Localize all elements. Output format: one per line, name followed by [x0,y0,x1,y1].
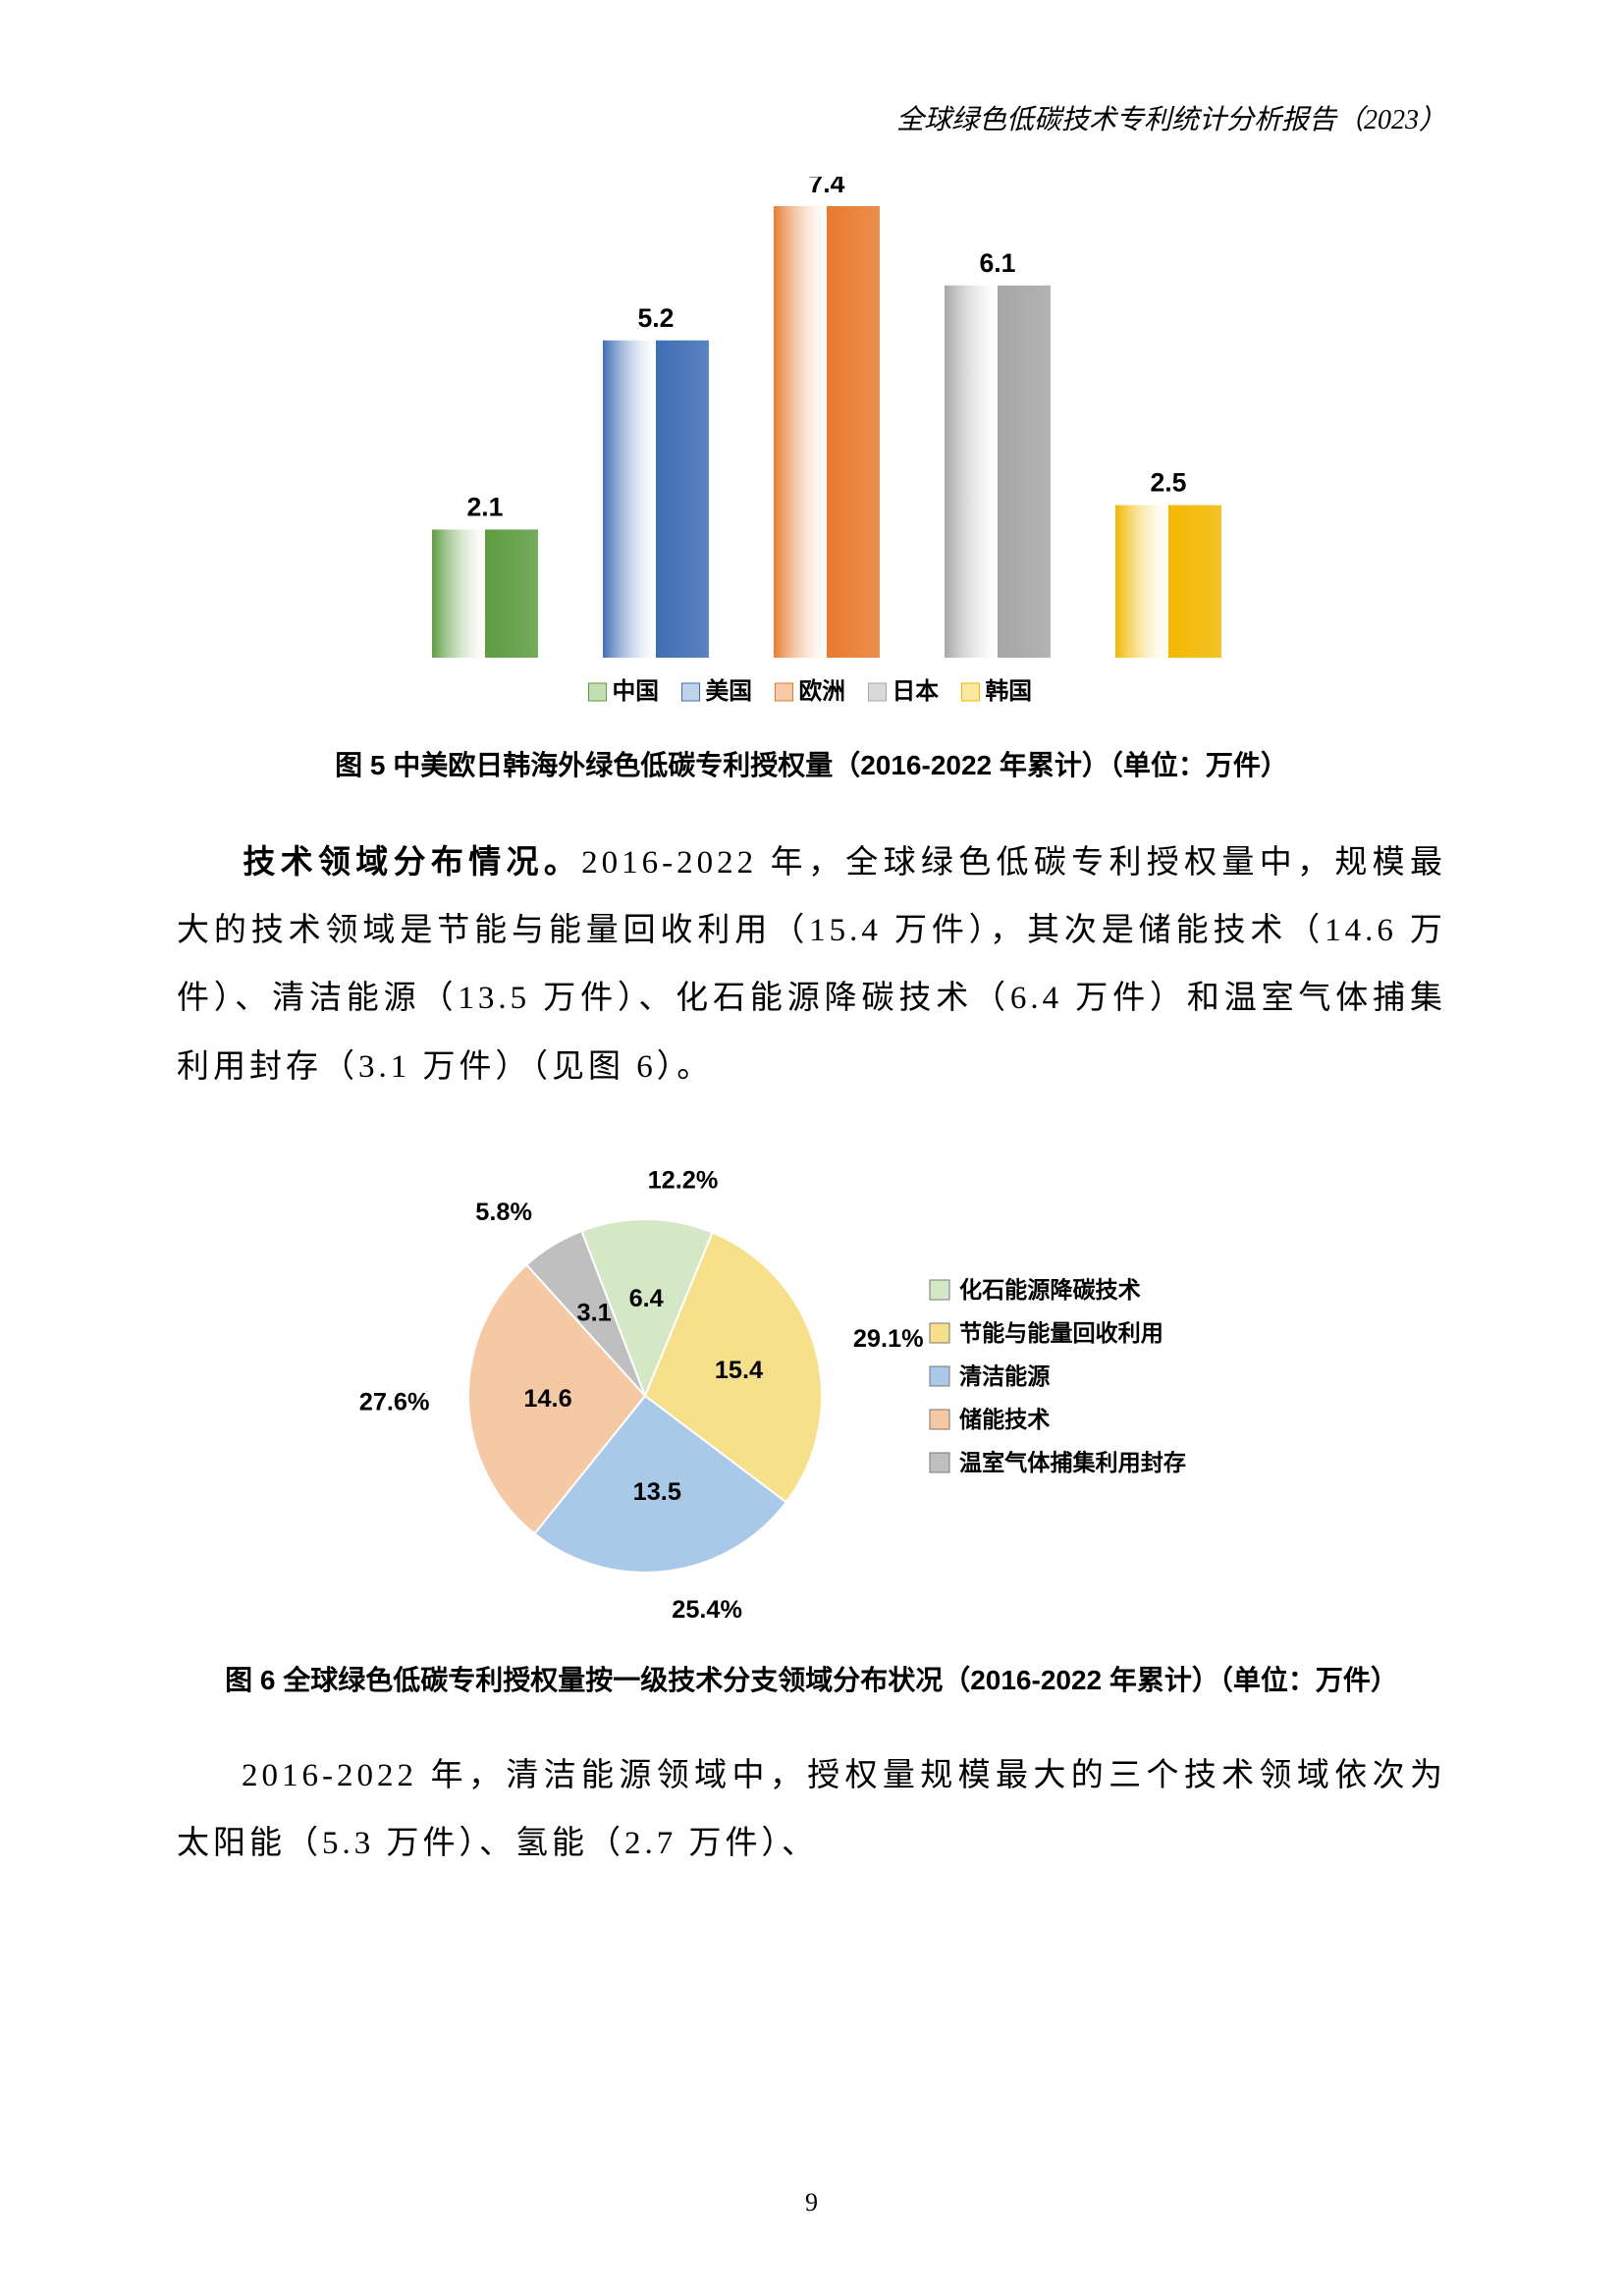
bar [432,529,538,658]
legend-label: 美国 [705,677,752,705]
legend-swatch [930,1323,949,1343]
legend-swatch [588,683,606,701]
legend-swatch [868,683,886,701]
legend-label: 节能与能量回收利用 [959,1320,1163,1346]
chart5: 2.1 5.2 7.4 6.1 2.5 中国 美国 欧洲 日本 韩国 [341,177,1283,726]
paragraph-1: 技术领域分布情况。2016-2022 年，全球绿色低碳专利授权量中，规模最大的技… [177,828,1446,1101]
paragraph-2: 2016-2022 年，清洁能源领域中，授权量规模最大的三个技术领域依次为太阳能… [177,1742,1446,1879]
page: 全球绿色低碳技术专利统计分析报告（2023） 2.1 5.2 7.4 6.1 2.5 中国… [0,0,1623,2296]
legend-swatch [681,683,699,701]
legend-swatch [930,1280,949,1300]
slice-value-label: 3.1 [576,1300,611,1327]
legend-label: 温室气体捕集利用封存 [959,1450,1186,1475]
legend-label: 欧洲 [798,677,845,705]
slice-pct-label: 5.8% [475,1199,532,1226]
bar [603,341,709,658]
para1-rest: 2016-2022 年，全球绿色低碳专利授权量中，规模最大的技术领域是节能与能量… [177,845,1446,1085]
chart6: 6.4 15.4 13.5 14.6 3.1 12.2% 29.1% 25.4% 27.6% 5.… [292,1131,1332,1641]
slice-pct-label: 12.2% [647,1166,718,1194]
legend-swatch [961,683,979,701]
bar-value-label: 6.1 [979,248,1015,278]
para2-text: 2016-2022 年，清洁能源领域中，授权量规模最大的三个技术领域依次为太阳能… [177,1758,1446,1861]
bar [945,286,1051,658]
bar-value-label: 2.1 [466,492,503,521]
bar [774,206,880,658]
legend-label: 储能技术 [959,1407,1050,1432]
chart6-wrap: 6.4 15.4 13.5 14.6 3.1 12.2% 29.1% 25.4% 27.6% 5.… [177,1131,1446,1641]
bar-value-label: 5.2 [637,303,674,333]
legend-label: 化石能源降碳技术 [959,1277,1141,1303]
legend-swatch [930,1453,949,1472]
bar [1115,506,1221,658]
bar-value-label: 2.5 [1150,468,1186,498]
legend-swatch [775,683,792,701]
bar-value-label: 7.4 [808,177,844,198]
slice-pct-label: 25.4% [672,1596,742,1624]
slice-value-label: 15.4 [714,1357,762,1384]
chart5-caption: 图 5 中美欧日韩海外绿色低碳专利授权量（2016-2022 年累计）（单位：万… [177,744,1446,788]
legend-swatch [930,1410,949,1429]
legend-label: 清洁能源 [959,1363,1050,1389]
slice-pct-label: 29.1% [852,1325,923,1353]
legend-label: 中国 [612,678,659,705]
chart5-wrap: 2.1 5.2 7.4 6.1 2.5 中国 美国 欧洲 日本 韩国 [177,177,1446,726]
legend-label: 韩国 [985,678,1032,705]
page-number: 9 [0,2188,1623,2217]
chart6-caption: 图 6 全球绿色低碳专利授权量按一级技术分支领域分布状况（2016-2022 年… [177,1659,1446,1703]
slice-pct-label: 27.6% [358,1388,429,1415]
slice-value-label: 13.5 [632,1478,680,1506]
legend-swatch [930,1366,949,1386]
slice-value-label: 6.4 [628,1285,663,1312]
page-header: 全球绿色低碳技术专利统计分析报告（2023） [177,98,1446,137]
para1-lead: 技术领域分布情况。 [242,843,581,880]
slice-value-label: 14.6 [523,1385,571,1413]
legend-label: 日本 [892,678,939,705]
